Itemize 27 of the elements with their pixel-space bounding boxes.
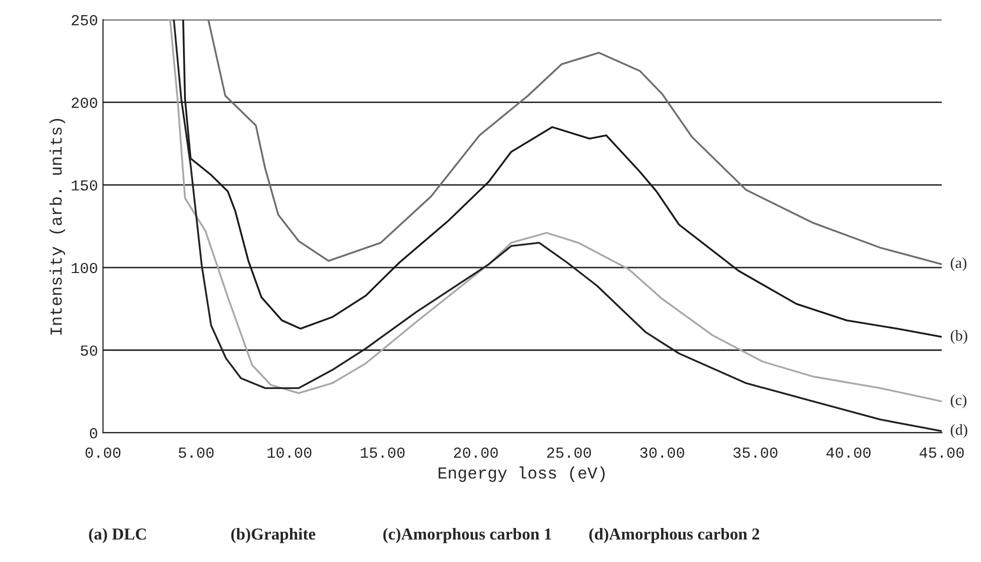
text: (c)Amorphous carbon 1 <box>383 528 552 544</box>
x-tick-label: 20.00 <box>454 447 498 458</box>
x-tick-label: 45.00 <box>920 447 964 458</box>
series-label: (a) <box>950 257 966 272</box>
y-tick-label: 200 <box>72 98 98 108</box>
text: (a) DLC <box>89 528 146 544</box>
x-axis-title: Engergy loss (eV) <box>438 466 605 482</box>
y-axis-title: Intensity (arb. units) <box>50 118 66 335</box>
y-tick-label: 250 <box>72 14 98 26</box>
x-tick-label: 35.00 <box>733 447 778 458</box>
text: (b)Graphite <box>231 528 316 544</box>
x-tick-label: 10.00 <box>268 447 312 458</box>
y-tick-label: 100 <box>72 262 98 274</box>
series-label: (c) <box>950 394 966 408</box>
y-tick-label: 0 <box>90 428 98 438</box>
x-tick-label: 25.00 <box>547 447 591 458</box>
line-series <box>207 20 942 266</box>
y-tick-label: 150 <box>72 180 98 191</box>
text: (d)Amorphous carbon 2 <box>589 528 760 544</box>
series-label: (d) <box>950 424 968 438</box>
y-tick-label: 50 <box>80 345 98 356</box>
x-tick-label: 30.00 <box>640 447 684 458</box>
x-tick-label: 0.00 <box>86 447 120 458</box>
x-tick-label: 40.00 <box>826 447 871 458</box>
series-label: (b) <box>950 330 968 344</box>
x-tick-label: 15.00 <box>360 447 405 458</box>
x-tick-label: 5.00 <box>178 447 214 458</box>
